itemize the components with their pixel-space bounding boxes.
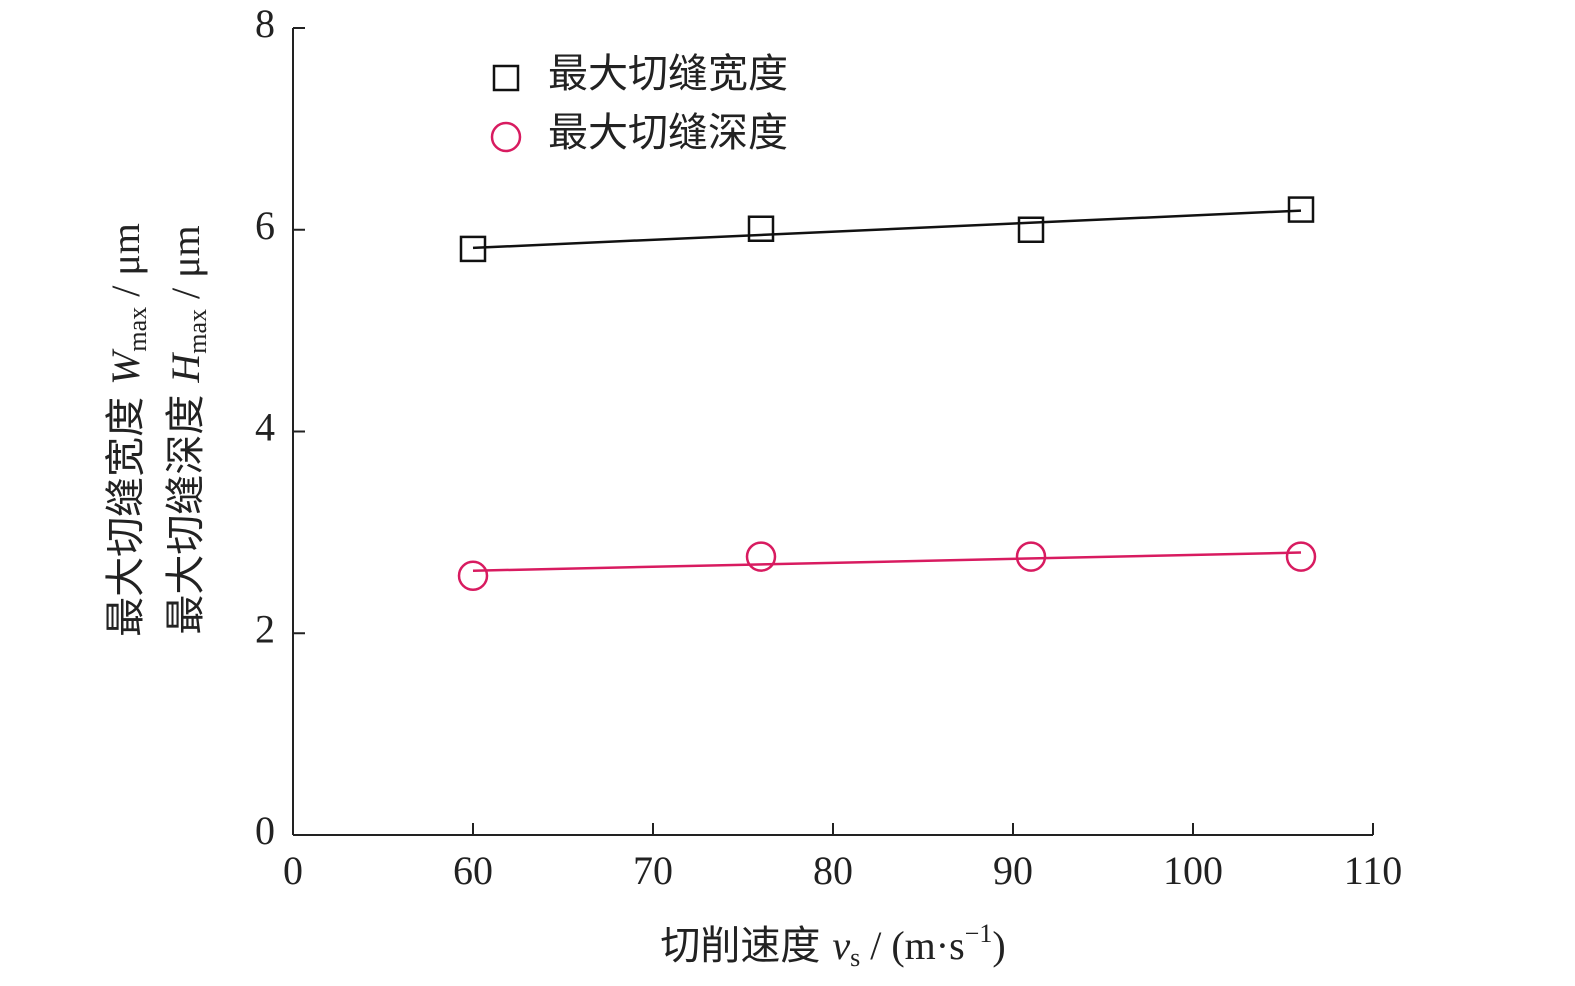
label-subscript: s [850, 943, 860, 972]
marker [1015, 541, 1047, 572]
label-unit: / (m·s [870, 923, 964, 968]
marker [745, 541, 777, 572]
x-tick-label: 80 [813, 848, 853, 893]
y-tick-label: 0 [255, 808, 275, 853]
axis-title: 最大切缝深度 Hmax / μm [163, 225, 212, 634]
marker [1285, 541, 1317, 572]
y-tick-label: 4 [255, 405, 275, 450]
x-tick-label: 60 [453, 848, 493, 893]
x-tick-label: 0 [283, 848, 303, 893]
label-subscript: max [183, 309, 212, 354]
label-symbol: W [103, 348, 148, 385]
trendline [472, 551, 1302, 572]
label-unit: / μm [103, 223, 148, 297]
marker [1287, 196, 1315, 223]
label-text: 切削速度 [660, 923, 820, 968]
x-tick-label: 100 [1163, 848, 1223, 893]
legend-marker [492, 64, 520, 92]
axis-title: 切削速度 vs / (m·s−1) [660, 919, 1005, 972]
label-subscript: max [123, 307, 152, 352]
marker [747, 215, 775, 242]
label-text: 最大切缝宽度 [103, 397, 148, 637]
axis-title: 最大切缝宽度 Wmax / μm [103, 223, 152, 637]
label-symbol: v [832, 923, 850, 968]
label-close: ) [992, 923, 1005, 968]
legend-label: 最大切缝深度 [548, 110, 788, 155]
marker [1017, 216, 1045, 243]
label-unit: / μm [163, 225, 208, 299]
trendline [472, 209, 1302, 250]
label-symbol: H [163, 352, 208, 384]
legend-label: 最大切缝宽度 [548, 51, 788, 96]
legend-marker [490, 121, 522, 153]
y-tick-label: 6 [255, 203, 275, 248]
x-tick-label: 70 [633, 848, 673, 893]
label-superscript: −1 [965, 919, 993, 948]
label-text: 最大切缝深度 [163, 395, 208, 635]
x-tick-label: 110 [1344, 848, 1403, 893]
marker [459, 235, 487, 263]
marker [457, 560, 489, 592]
x-tick-label: 90 [993, 848, 1033, 893]
y-tick-label: 8 [255, 1, 275, 46]
y-tick-label: 2 [255, 606, 275, 651]
